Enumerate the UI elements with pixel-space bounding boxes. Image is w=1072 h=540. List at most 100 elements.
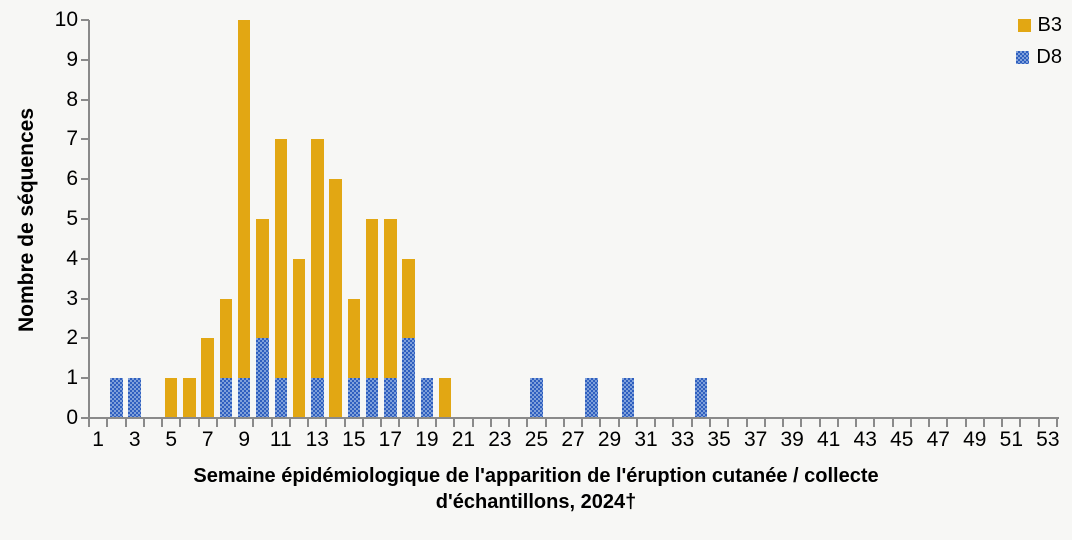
x-axis-tick bbox=[1056, 419, 1058, 427]
x-axis-tick-label: 23 bbox=[488, 428, 512, 451]
bar-segment-d8-week-11 bbox=[274, 378, 288, 418]
y-axis-tick-label: 1 bbox=[66, 366, 78, 390]
x-axis-tick bbox=[1019, 419, 1022, 427]
x-axis-tick-label: 21 bbox=[451, 428, 476, 451]
y-axis-tick bbox=[81, 377, 89, 380]
bar-segment-d8-week-30 bbox=[621, 378, 635, 418]
x-axis-tick-label: 33 bbox=[670, 428, 695, 451]
y-axis-tick-label: 8 bbox=[66, 87, 78, 111]
x-axis-tick-label: 9 bbox=[238, 428, 251, 451]
y-axis-tick bbox=[81, 417, 89, 419]
bar-segment-d8-week-13 bbox=[311, 378, 324, 418]
bar-segment-d8-week-10 bbox=[256, 338, 269, 418]
x-axis-tick bbox=[964, 419, 967, 427]
bar-segment-d8-week-16 bbox=[365, 378, 379, 418]
x-axis-tick bbox=[380, 419, 383, 427]
x-axis-tick-label: 27 bbox=[561, 428, 585, 451]
x-axis-tick bbox=[435, 419, 438, 427]
x-axis-tick bbox=[544, 419, 547, 427]
bar-segment-b3-week-6 bbox=[183, 378, 196, 418]
bar-segment-b3-week-9 bbox=[237, 20, 251, 379]
x-axis-tick bbox=[909, 419, 912, 427]
x-axis-tick bbox=[343, 419, 346, 427]
x-axis-tick-label: 39 bbox=[780, 428, 804, 451]
x-axis-title: Semaine épidémiologique de l'apparition … bbox=[0, 463, 1072, 515]
y-axis-tick-label: 6 bbox=[66, 167, 78, 191]
legend-item-d8: D8 bbox=[1016, 46, 1062, 69]
x-axis-tick bbox=[106, 419, 109, 427]
x-axis-tick bbox=[416, 419, 419, 427]
y-axis-line bbox=[88, 20, 90, 419]
x-axis-tick-label: 49 bbox=[963, 428, 987, 451]
y-axis-tick-label: 3 bbox=[66, 286, 78, 310]
legend-swatch-d8-icon bbox=[1016, 51, 1030, 64]
bar-segment-d8-week-28 bbox=[585, 378, 598, 418]
x-axis-title-line2: d'échantillons, 2024† bbox=[435, 491, 637, 513]
x-axis-tick-label: 51 bbox=[999, 428, 1023, 451]
x-axis-tick bbox=[508, 419, 511, 427]
x-axis-tick bbox=[270, 419, 273, 427]
x-axis-tick bbox=[161, 419, 164, 427]
x-axis-tick bbox=[471, 419, 474, 427]
x-axis-tick bbox=[88, 419, 90, 427]
bar-segment-b3-week-5 bbox=[164, 378, 178, 418]
x-axis-tick-label: 11 bbox=[269, 428, 292, 451]
x-axis-tick bbox=[855, 419, 858, 427]
bar-segment-d8-week-18 bbox=[402, 338, 415, 418]
bar-segment-b3-week-10 bbox=[256, 219, 269, 339]
bar-segment-b3-week-11 bbox=[274, 139, 288, 379]
x-axis-tick-label: 3 bbox=[128, 428, 141, 451]
legend: B3 D8 bbox=[1016, 14, 1062, 78]
plot-area bbox=[89, 20, 1057, 418]
bar-segment-d8-week-17 bbox=[384, 378, 397, 418]
bar-segment-d8-week-9 bbox=[237, 378, 251, 418]
x-axis-tick bbox=[946, 419, 949, 427]
x-axis-tick bbox=[763, 419, 766, 427]
x-axis-tick-label: 45 bbox=[890, 428, 914, 451]
x-axis-tick-label: 29 bbox=[597, 428, 622, 451]
y-axis-tick bbox=[81, 98, 89, 101]
x-axis-tick-label: 53 bbox=[1036, 428, 1060, 451]
bar-segment-d8-week-19 bbox=[420, 378, 434, 418]
x-axis-tick bbox=[782, 419, 785, 427]
x-axis-tick-label: 41 bbox=[817, 428, 841, 451]
bar-segment-b3-week-12 bbox=[292, 258, 306, 418]
x-axis-tick bbox=[708, 419, 711, 427]
x-axis-tick bbox=[818, 419, 821, 427]
x-axis-tick bbox=[982, 419, 985, 427]
x-axis-tick bbox=[635, 419, 638, 427]
x-axis-tick bbox=[398, 419, 401, 427]
x-axis-tick bbox=[179, 419, 182, 427]
x-axis-tick bbox=[745, 419, 748, 427]
x-axis-tick bbox=[1037, 419, 1040, 427]
x-axis-tick-label: 13 bbox=[305, 428, 329, 451]
x-axis-tick bbox=[836, 419, 839, 427]
bar-segment-d8-week-34 bbox=[694, 378, 708, 418]
y-axis-tick bbox=[81, 138, 89, 141]
x-axis-tick bbox=[581, 419, 584, 427]
x-axis-tick-label: 47 bbox=[926, 428, 950, 451]
y-axis-tick-label: 0 bbox=[66, 406, 78, 429]
y-axis-tick bbox=[81, 257, 89, 260]
x-axis-tick-label: 31 bbox=[634, 428, 658, 451]
bar-segment-b3-week-20 bbox=[438, 378, 452, 418]
legend-label-d8: D8 bbox=[1036, 46, 1062, 68]
x-axis-tick bbox=[453, 419, 456, 427]
y-axis-tick-label: 7 bbox=[66, 127, 78, 151]
bar-segment-b3-week-17 bbox=[384, 219, 397, 379]
y-axis-tick bbox=[81, 178, 89, 181]
x-axis-tick bbox=[690, 419, 693, 427]
bar-segment-d8-week-3 bbox=[128, 378, 141, 418]
x-axis-tick-label: 43 bbox=[853, 428, 877, 451]
x-axis-tick bbox=[288, 419, 291, 427]
legend-label-b3: B3 bbox=[1037, 14, 1062, 36]
x-axis-tick bbox=[307, 419, 310, 427]
x-axis-tick bbox=[197, 419, 200, 427]
bar-segment-d8-week-15 bbox=[347, 378, 361, 418]
y-axis-tick bbox=[81, 218, 89, 220]
y-axis-tick-label: 4 bbox=[66, 246, 78, 270]
y-axis-tick-label: 2 bbox=[66, 326, 78, 350]
x-axis-tick bbox=[562, 419, 565, 427]
x-axis-tick-label: 1 bbox=[92, 428, 104, 451]
